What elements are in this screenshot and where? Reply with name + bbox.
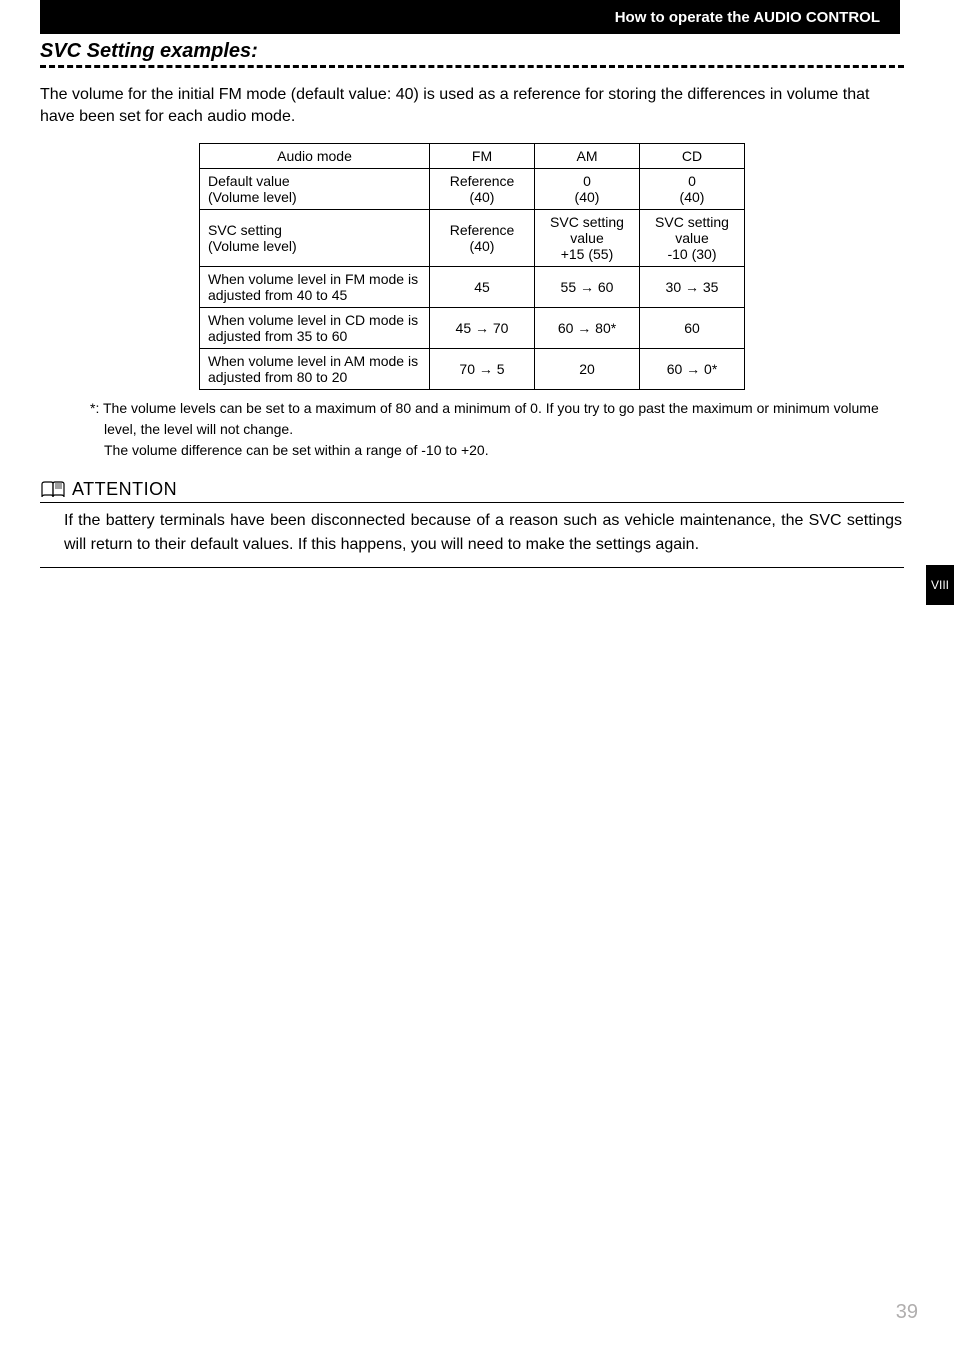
table-row: When volume level in CD mode is adjusted… — [200, 307, 745, 348]
col-fm: FM — [430, 143, 535, 168]
intro-text: The volume for the initial FM mode (defa… — [40, 84, 904, 129]
attention-body: If the battery terminals have been disco… — [40, 509, 904, 568]
svc-table: Audio mode FM AM CD Default value(Volume… — [199, 143, 745, 390]
attention-header: ATTENTION — [40, 479, 904, 503]
col-am: AM — [535, 143, 640, 168]
col-audio-mode: Audio mode — [200, 143, 430, 168]
footnote-line2: The volume difference can be set within … — [104, 442, 489, 458]
header-bar: How to operate the AUDIO CONTROL — [40, 0, 900, 34]
cell-am: 20 — [535, 348, 640, 389]
cell-cd: 60 → 0* — [640, 348, 745, 389]
book-icon — [40, 480, 66, 500]
cell-cd: SVC settingvalue-10 (30) — [640, 209, 745, 266]
table-row: When volume level in AM mode is adjusted… — [200, 348, 745, 389]
cell-fm: 45 → 70 — [430, 307, 535, 348]
page-number: 39 — [896, 1301, 918, 1324]
row-label: When volume level in AM mode is adjusted… — [200, 348, 430, 389]
page-content: SVC Setting examples: The volume for the… — [40, 40, 904, 568]
cell-cd: 0(40) — [640, 168, 745, 209]
side-tab-label: VIII — [931, 578, 949, 592]
header-title: How to operate the AUDIO CONTROL — [615, 9, 880, 26]
cell-fm: Reference(40) — [430, 209, 535, 266]
table-row: When volume level in FM mode is adjusted… — [200, 266, 745, 307]
col-cd: CD — [640, 143, 745, 168]
cell-fm: 70 → 5 — [430, 348, 535, 389]
dashed-divider — [40, 65, 904, 68]
footnote-line1: The volume levels can be set to a maximu… — [103, 400, 879, 437]
row-label: Default value(Volume level) — [200, 168, 430, 209]
cell-fm: 45 — [430, 266, 535, 307]
cell-am: 55 → 60 — [535, 266, 640, 307]
row-label: When volume level in CD mode is adjusted… — [200, 307, 430, 348]
side-tab-viii: VIII — [926, 565, 954, 605]
cell-am: 60 → 80* — [535, 307, 640, 348]
table-row: SVC setting(Volume level)Reference(40)SV… — [200, 209, 745, 266]
table-header-row: Audio mode FM AM CD — [200, 143, 745, 168]
cell-am: 0(40) — [535, 168, 640, 209]
table-body: Default value(Volume level)Reference(40)… — [200, 168, 745, 389]
section-title: SVC Setting examples: — [40, 40, 904, 63]
table-row: Default value(Volume level)Reference(40)… — [200, 168, 745, 209]
attention-title: ATTENTION — [72, 479, 177, 500]
footnote-marker: *: — [90, 400, 99, 416]
cell-cd: 60 — [640, 307, 745, 348]
footnote: *: The volume levels can be set to a max… — [90, 398, 904, 461]
cell-fm: Reference(40) — [430, 168, 535, 209]
cell-am: SVC settingvalue+15 (55) — [535, 209, 640, 266]
row-label: When volume level in FM mode is adjusted… — [200, 266, 430, 307]
cell-cd: 30 → 35 — [640, 266, 745, 307]
row-label: SVC setting(Volume level) — [200, 209, 430, 266]
